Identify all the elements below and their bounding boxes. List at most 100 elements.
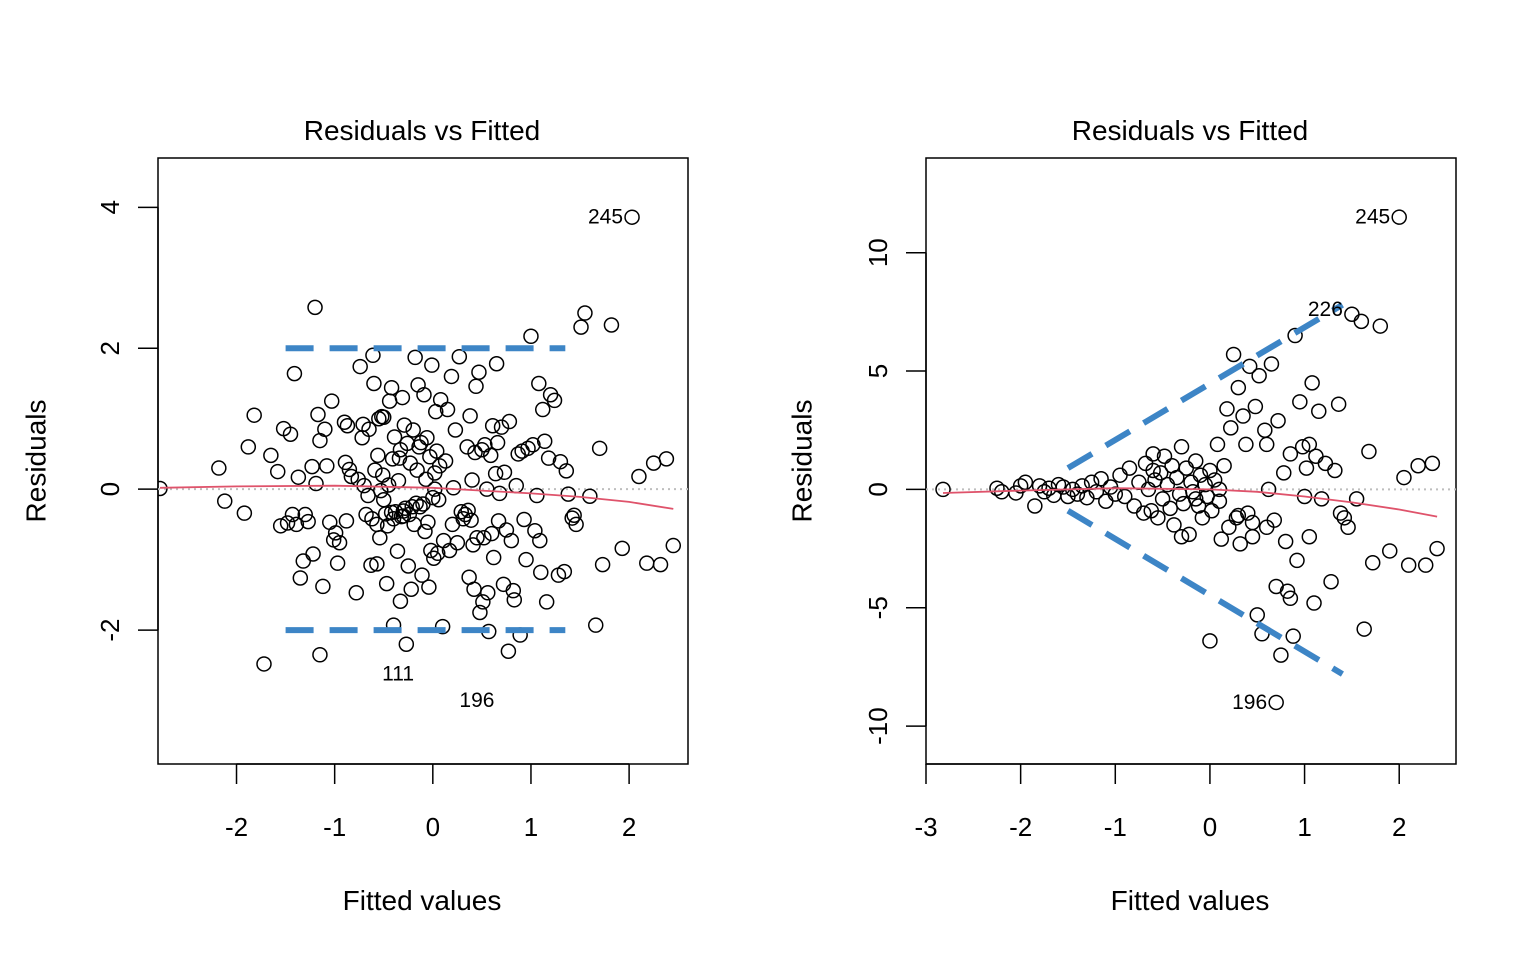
data-point [527,523,543,539]
data-point [443,368,460,385]
plot-area: 245 226 196 [926,206,1456,714]
data-point [383,379,400,396]
data-point [377,506,394,522]
data-point [1391,209,1407,225]
plot-frame [925,157,1457,765]
data-point [1282,590,1299,607]
data-point [432,391,449,408]
data-point [475,594,491,610]
data-point [1276,465,1292,481]
data-point [1249,607,1265,623]
data-point [236,505,253,521]
data-point [307,299,323,316]
panel-2: Residuals vs Fitted-3 -2 -1 0 1 2-10-50510Fit… [787,115,1457,916]
data-point [1289,552,1305,569]
x-tick-label: -1 [323,812,346,842]
data-point [503,532,520,549]
point-label: 226 [1308,298,1343,321]
data-point [246,407,262,423]
data-point [1012,478,1029,494]
data-point [1202,462,1218,479]
data-point [327,525,344,541]
data-point [453,503,470,520]
data-point [1364,555,1381,571]
data-point [279,515,296,531]
y-tick-label: 0 [863,482,893,496]
data-point [431,458,448,474]
data-point [1219,401,1235,417]
data-point [1173,529,1190,545]
data-point [1282,446,1299,462]
data-point [1162,500,1178,517]
data-point [398,636,415,652]
data-point [1187,491,1204,507]
x-tick-label: 2 [622,812,636,842]
data-point [536,433,553,450]
data-point [308,475,324,492]
data-point [439,401,456,418]
data-point [421,579,437,595]
data-point [1400,557,1417,573]
data-point [365,347,381,364]
data-point [531,375,547,392]
data-point [520,440,536,457]
data-point [426,550,442,566]
data-point [1298,460,1315,476]
plot-title: Residuals vs Fitted [1072,115,1309,146]
data-point [631,468,647,485]
data-point [412,499,428,515]
data-point [573,319,589,335]
data-point [445,480,462,496]
data-point [1187,453,1204,469]
data-point [1169,469,1185,486]
data-point [240,439,257,455]
plot-area: 245 111 196 [158,206,688,712]
data-point [467,444,483,461]
data-point [665,537,682,554]
data-point [1279,583,1296,599]
data-point [1417,557,1434,573]
data-point [396,417,413,433]
data-point [484,418,501,434]
data-point [1017,474,1034,491]
data-point [343,468,360,485]
data-point [506,592,523,608]
data-point [1287,327,1303,344]
data-point [1285,628,1301,644]
data-point [282,426,299,442]
data-point [489,434,506,451]
data-point [300,513,316,530]
data-point [339,418,356,434]
data-point [1382,543,1398,559]
point-label: 111 [382,662,414,685]
data-point [364,511,380,527]
data-point [355,416,371,433]
data-point [459,439,475,455]
data-point [1069,486,1086,502]
x-axis-label: Fitted values [1111,885,1270,916]
data-point [566,507,582,524]
data-point [1181,526,1197,543]
data-point [1121,460,1138,476]
data-point [1145,446,1161,462]
data-point [295,553,312,569]
data-point [392,593,409,609]
data-point [594,556,611,573]
data-point [560,486,577,502]
band-line [1066,508,1344,677]
data-point [1027,498,1043,514]
data-point [1131,474,1147,491]
data-point [384,451,401,467]
x-tick-label: 0 [1203,812,1217,842]
data-point [518,551,534,568]
data-point [472,604,488,621]
data-point [1429,540,1445,557]
data-point [546,392,563,409]
data-point [1211,493,1228,509]
data-point [1263,356,1280,372]
data-point [417,523,433,540]
smoother-line [159,484,674,510]
data-point [315,578,331,595]
point-label: 245 [1355,206,1390,229]
data-point [1273,647,1289,663]
